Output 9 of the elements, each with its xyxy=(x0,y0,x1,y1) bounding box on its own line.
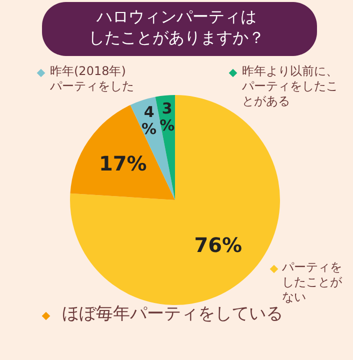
legend-label: ほぼ毎年パーティをしている xyxy=(62,304,283,324)
legend-label: パーティをしたことがない xyxy=(281,260,343,304)
legend-label: 昨年(2018年)パーティをした xyxy=(49,64,134,93)
data-label: 76% xyxy=(194,232,242,257)
chart-title: ハロウィンパーティはしたことがありますか？ xyxy=(88,7,264,47)
pie-slice xyxy=(70,95,280,305)
legend-label: 昨年より以前に、パーティをしたことがある xyxy=(241,64,338,108)
data-label: 17% xyxy=(98,152,147,176)
data-label: 4% xyxy=(142,103,157,138)
